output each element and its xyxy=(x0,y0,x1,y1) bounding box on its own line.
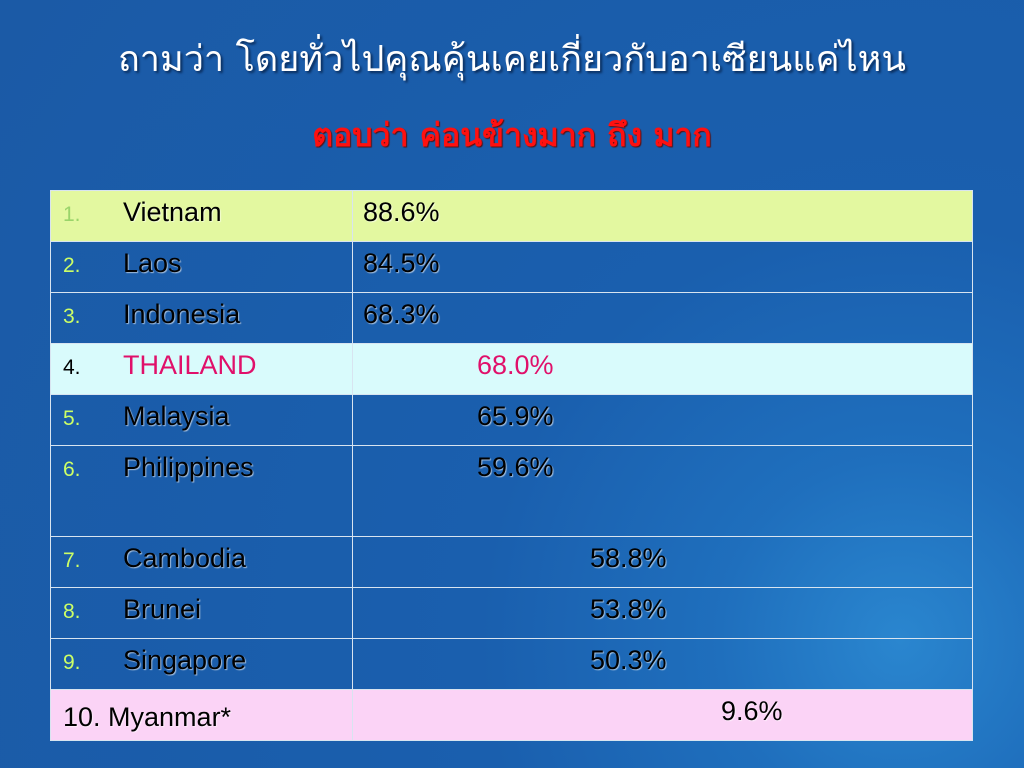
percent-value: 9.6% xyxy=(352,689,973,741)
country-cell: 8. Brunei xyxy=(50,587,353,639)
country-cell: 7. Cambodia xyxy=(50,536,353,588)
percent-value: 88.6% xyxy=(352,190,973,242)
table-row: 1. Vietnam 88.6% xyxy=(50,190,973,242)
table-row: 8. Brunei 53.8% xyxy=(50,587,973,639)
country-cell: 5. Malaysia xyxy=(50,394,353,446)
country-name: Indonesia xyxy=(123,299,241,329)
country-name: THAILAND xyxy=(123,350,257,380)
table: 1. Vietnam 88.6% 2. Laos 84.5% 3. Indonesia 68.3… xyxy=(50,190,973,741)
country-name: Cambodia xyxy=(123,543,247,573)
percent-value: 68.0% xyxy=(352,343,973,395)
rank-number: 2. xyxy=(63,254,81,277)
table-row: 9. Singapore 50.3% xyxy=(50,638,973,690)
country-name: Brunei xyxy=(123,594,202,624)
table-row: 5. Malaysia 65.9% xyxy=(50,394,973,446)
table-row: 10. Myanmar* 9.6% xyxy=(50,689,973,741)
country-name: Philippines xyxy=(123,452,254,482)
country-cell: 9. Singapore xyxy=(50,638,353,690)
rank-number: 5. xyxy=(63,407,81,430)
rank-number: 7. xyxy=(63,549,81,572)
percent-value: 58.8% xyxy=(352,536,973,588)
country-name: Singapore xyxy=(123,645,247,675)
country-name: Vietnam xyxy=(123,197,222,227)
rank-number: 8. xyxy=(63,600,81,623)
country-cell: 3. Indonesia xyxy=(50,292,353,344)
country-name: 10. Myanmar* xyxy=(63,702,232,732)
percent-value: 68.3% xyxy=(352,292,973,344)
percent-value: 65.9% xyxy=(352,394,973,446)
rank-number: 6. xyxy=(63,458,81,481)
title: ถามว่า โดยทั่วไปคุณคุ้นเคยเกี่ยวกับอาเซี… xyxy=(117,39,907,80)
country-cell: 6. Philippines xyxy=(50,445,353,537)
table-row: 6. Philippines 59.6% xyxy=(50,445,973,537)
country-cell: 1. Vietnam xyxy=(50,190,353,242)
rank-number: 3. xyxy=(63,305,81,328)
table-row: 2. Laos 84.5% xyxy=(50,241,973,293)
percent-value: 59.6% xyxy=(352,445,973,537)
country-cell: 2. Laos xyxy=(50,241,353,293)
table-row: 3. Indonesia 68.3% xyxy=(50,292,973,344)
percent-value: 84.5% xyxy=(352,241,973,293)
subtitle: ตอบว่า ค่อนข้างมาก ถึง มาก xyxy=(312,116,712,154)
country-name: Malaysia xyxy=(123,401,230,431)
country-name: Laos xyxy=(123,248,182,278)
rank-number: 9. xyxy=(63,651,81,674)
country-cell: 10. Myanmar* xyxy=(50,689,353,741)
country-cell: 4. THAILAND xyxy=(50,343,353,395)
rank-number: 4. xyxy=(63,356,81,379)
percent-value: 50.3% xyxy=(352,638,973,690)
table-row: 4. THAILAND 68.0% xyxy=(50,343,973,395)
table-row: 7. Cambodia 58.8% xyxy=(50,536,973,588)
percent-value: 53.8% xyxy=(352,587,973,639)
rank-number: 1. xyxy=(63,203,81,226)
